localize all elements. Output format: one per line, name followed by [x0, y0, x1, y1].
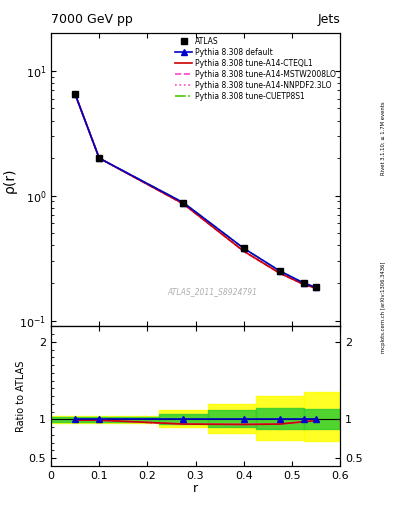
X-axis label: r: r	[193, 482, 198, 495]
Y-axis label: Ratio to ATLAS: Ratio to ATLAS	[16, 360, 26, 432]
Text: 7000 GeV pp: 7000 GeV pp	[51, 13, 133, 26]
Text: ATLAS_2011_S8924791: ATLAS_2011_S8924791	[168, 287, 258, 296]
Y-axis label: ρ(r): ρ(r)	[2, 167, 17, 193]
Legend: ATLAS, Pythia 8.308 default, Pythia 8.308 tune-A14-CTEQL1, Pythia 8.308 tune-A14: ATLAS, Pythia 8.308 default, Pythia 8.30…	[174, 35, 338, 102]
Text: Rivet 3.1.10; ≥ 1.7M events: Rivet 3.1.10; ≥ 1.7M events	[381, 101, 386, 175]
Text: Jets: Jets	[317, 13, 340, 26]
Text: mcplots.cern.ch [arXiv:1306.3436]: mcplots.cern.ch [arXiv:1306.3436]	[381, 262, 386, 353]
